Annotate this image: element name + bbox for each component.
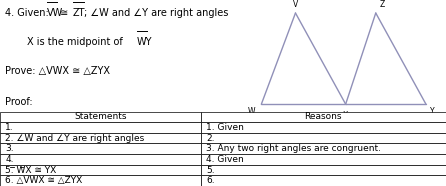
- Text: Y: Y: [430, 107, 434, 116]
- Bar: [0, 122, 201, 133]
- Bar: [201, 133, 446, 143]
- Text: X is the midpoint of: X is the midpoint of: [27, 37, 126, 47]
- Text: Reasons: Reasons: [305, 112, 342, 121]
- Text: 6.: 6.: [206, 176, 215, 185]
- Text: Prove: △VWX ≅ △ZYX: Prove: △VWX ≅ △ZYX: [5, 66, 110, 76]
- Text: 4. Given:: 4. Given:: [5, 8, 52, 18]
- Bar: [201, 154, 446, 165]
- Text: 5.: 5.: [206, 166, 215, 174]
- Text: WY: WY: [137, 37, 153, 47]
- Bar: [201, 165, 446, 175]
- Text: 3.: 3.: [5, 144, 14, 153]
- Text: 2. ∠W and ∠Y are right angles: 2. ∠W and ∠Y are right angles: [5, 134, 145, 143]
- Bar: [0, 175, 201, 186]
- Text: 2.: 2.: [206, 134, 215, 143]
- Bar: [201, 122, 446, 133]
- Text: ; ∠W and ∠Y are right angles: ; ∠W and ∠Y are right angles: [83, 8, 228, 18]
- Bar: [201, 143, 446, 154]
- Text: W: W: [248, 107, 255, 116]
- Text: X: X: [343, 111, 348, 120]
- Text: ZT: ZT: [73, 8, 86, 18]
- Text: 6. △VWX ≅ △ZYX: 6. △VWX ≅ △ZYX: [5, 176, 83, 185]
- Text: 1.: 1.: [5, 123, 14, 132]
- Text: Proof:: Proof:: [5, 97, 33, 107]
- Bar: [201, 112, 446, 122]
- Text: .: .: [147, 37, 150, 47]
- Bar: [0, 112, 201, 122]
- Text: V: V: [293, 0, 298, 9]
- Text: Z: Z: [380, 0, 385, 9]
- Bar: [0, 143, 201, 154]
- Bar: [201, 175, 446, 186]
- Bar: [0, 154, 201, 165]
- Text: 4.: 4.: [5, 155, 14, 164]
- Bar: [0, 165, 201, 175]
- Text: ≅: ≅: [58, 8, 72, 18]
- Text: 1. Given: 1. Given: [206, 123, 244, 132]
- Text: 5. WX ≅ YX: 5. WX ≅ YX: [5, 166, 57, 174]
- Text: VW: VW: [47, 8, 63, 18]
- Text: Statements: Statements: [74, 112, 127, 121]
- Text: 4. Given: 4. Given: [206, 155, 244, 164]
- Text: 3. Any two right angles are congruent.: 3. Any two right angles are congruent.: [206, 144, 381, 153]
- Bar: [0, 133, 201, 143]
